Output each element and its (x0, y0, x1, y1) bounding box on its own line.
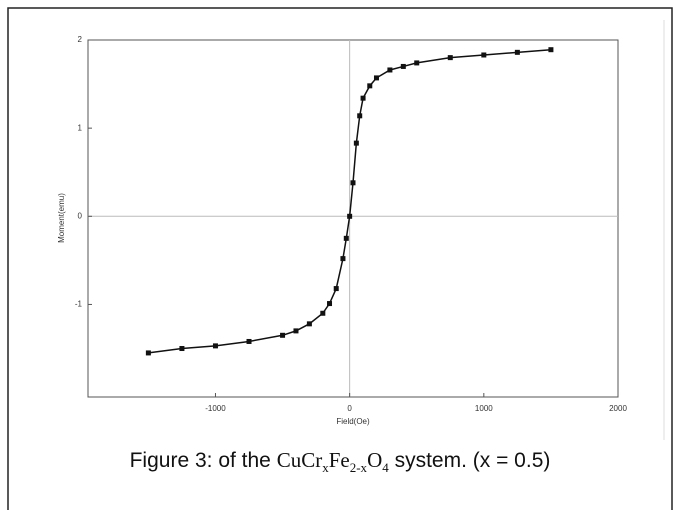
data-point (387, 67, 393, 73)
x-axis-label: Field(Oe) (336, 417, 370, 426)
data-point (353, 140, 359, 146)
data-point (481, 52, 487, 58)
data-point (548, 47, 554, 53)
data-point (212, 343, 218, 349)
caption-part: Cu (276, 448, 302, 472)
x-tick-label: 2000 (609, 404, 627, 413)
plot-frame (87, 39, 619, 398)
figure-frame (7, 7, 673, 510)
caption-part: 2-x (349, 460, 368, 476)
y-tick-label: -1 (75, 300, 83, 309)
data-point (280, 332, 286, 338)
caption-part: x (322, 460, 329, 476)
y-tick-label: 1 (78, 123, 83, 132)
data-point (373, 75, 379, 81)
caption: Figure 3: of the CuCrxFe2-xO4 system. (x… (0, 448, 680, 476)
caption-part: Cr (301, 448, 323, 472)
data-point (320, 310, 326, 316)
data-point (414, 60, 420, 66)
data-point (343, 235, 349, 241)
y-axis-label: Moment(emu) (57, 193, 66, 243)
data-point (340, 256, 346, 262)
caption-part: 4 (382, 460, 389, 476)
data-point (306, 321, 312, 327)
x-tick-label: 0 (347, 404, 352, 413)
x-tick-label: 1000 (475, 404, 493, 413)
data-point (327, 301, 333, 307)
formula: CuCrxFe2-xO4 (276, 448, 389, 476)
data-point (333, 286, 339, 292)
data-point (246, 338, 252, 344)
caption-part: Figure 3: of the (129, 449, 271, 472)
y-tick-label: 0 (78, 211, 83, 220)
y-tick-label: 2 (78, 35, 83, 44)
data-point (293, 328, 299, 334)
caption-part: system. (x = 0.5) (394, 449, 551, 472)
caption-part: O (367, 448, 383, 472)
data-point (179, 346, 185, 352)
data-point (367, 83, 373, 89)
data-point (347, 213, 353, 219)
data-point (145, 350, 151, 356)
data-point (400, 63, 406, 69)
caption-part: Fe (328, 448, 350, 472)
x-tick-label: -1000 (205, 404, 226, 413)
data-point (514, 49, 520, 55)
data-point (357, 113, 363, 119)
data-point (350, 180, 356, 186)
data-point (360, 95, 366, 101)
data-point (447, 55, 453, 61)
